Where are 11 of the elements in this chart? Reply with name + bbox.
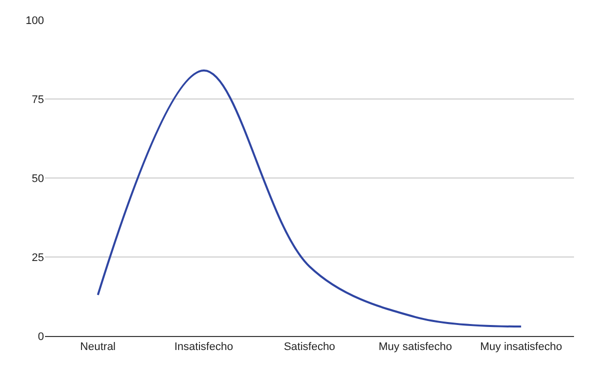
x-tick-label: Insatisfecho xyxy=(174,341,234,354)
y-tick-label: 75 xyxy=(32,94,44,106)
x-tick-label: Muy satisfecho xyxy=(378,341,452,354)
y-tick-label: 100 xyxy=(26,14,44,27)
y-tick-label: 25 xyxy=(32,252,44,264)
x-tick-label: Neutral xyxy=(80,341,116,354)
y-tick-label: 50 xyxy=(32,172,44,185)
x-tick-label: Satisfecho xyxy=(284,341,336,354)
x-tick-label: Muy insatisfecho xyxy=(480,341,562,354)
line-series xyxy=(96,70,522,328)
y-tick-label: 0 xyxy=(38,330,44,343)
